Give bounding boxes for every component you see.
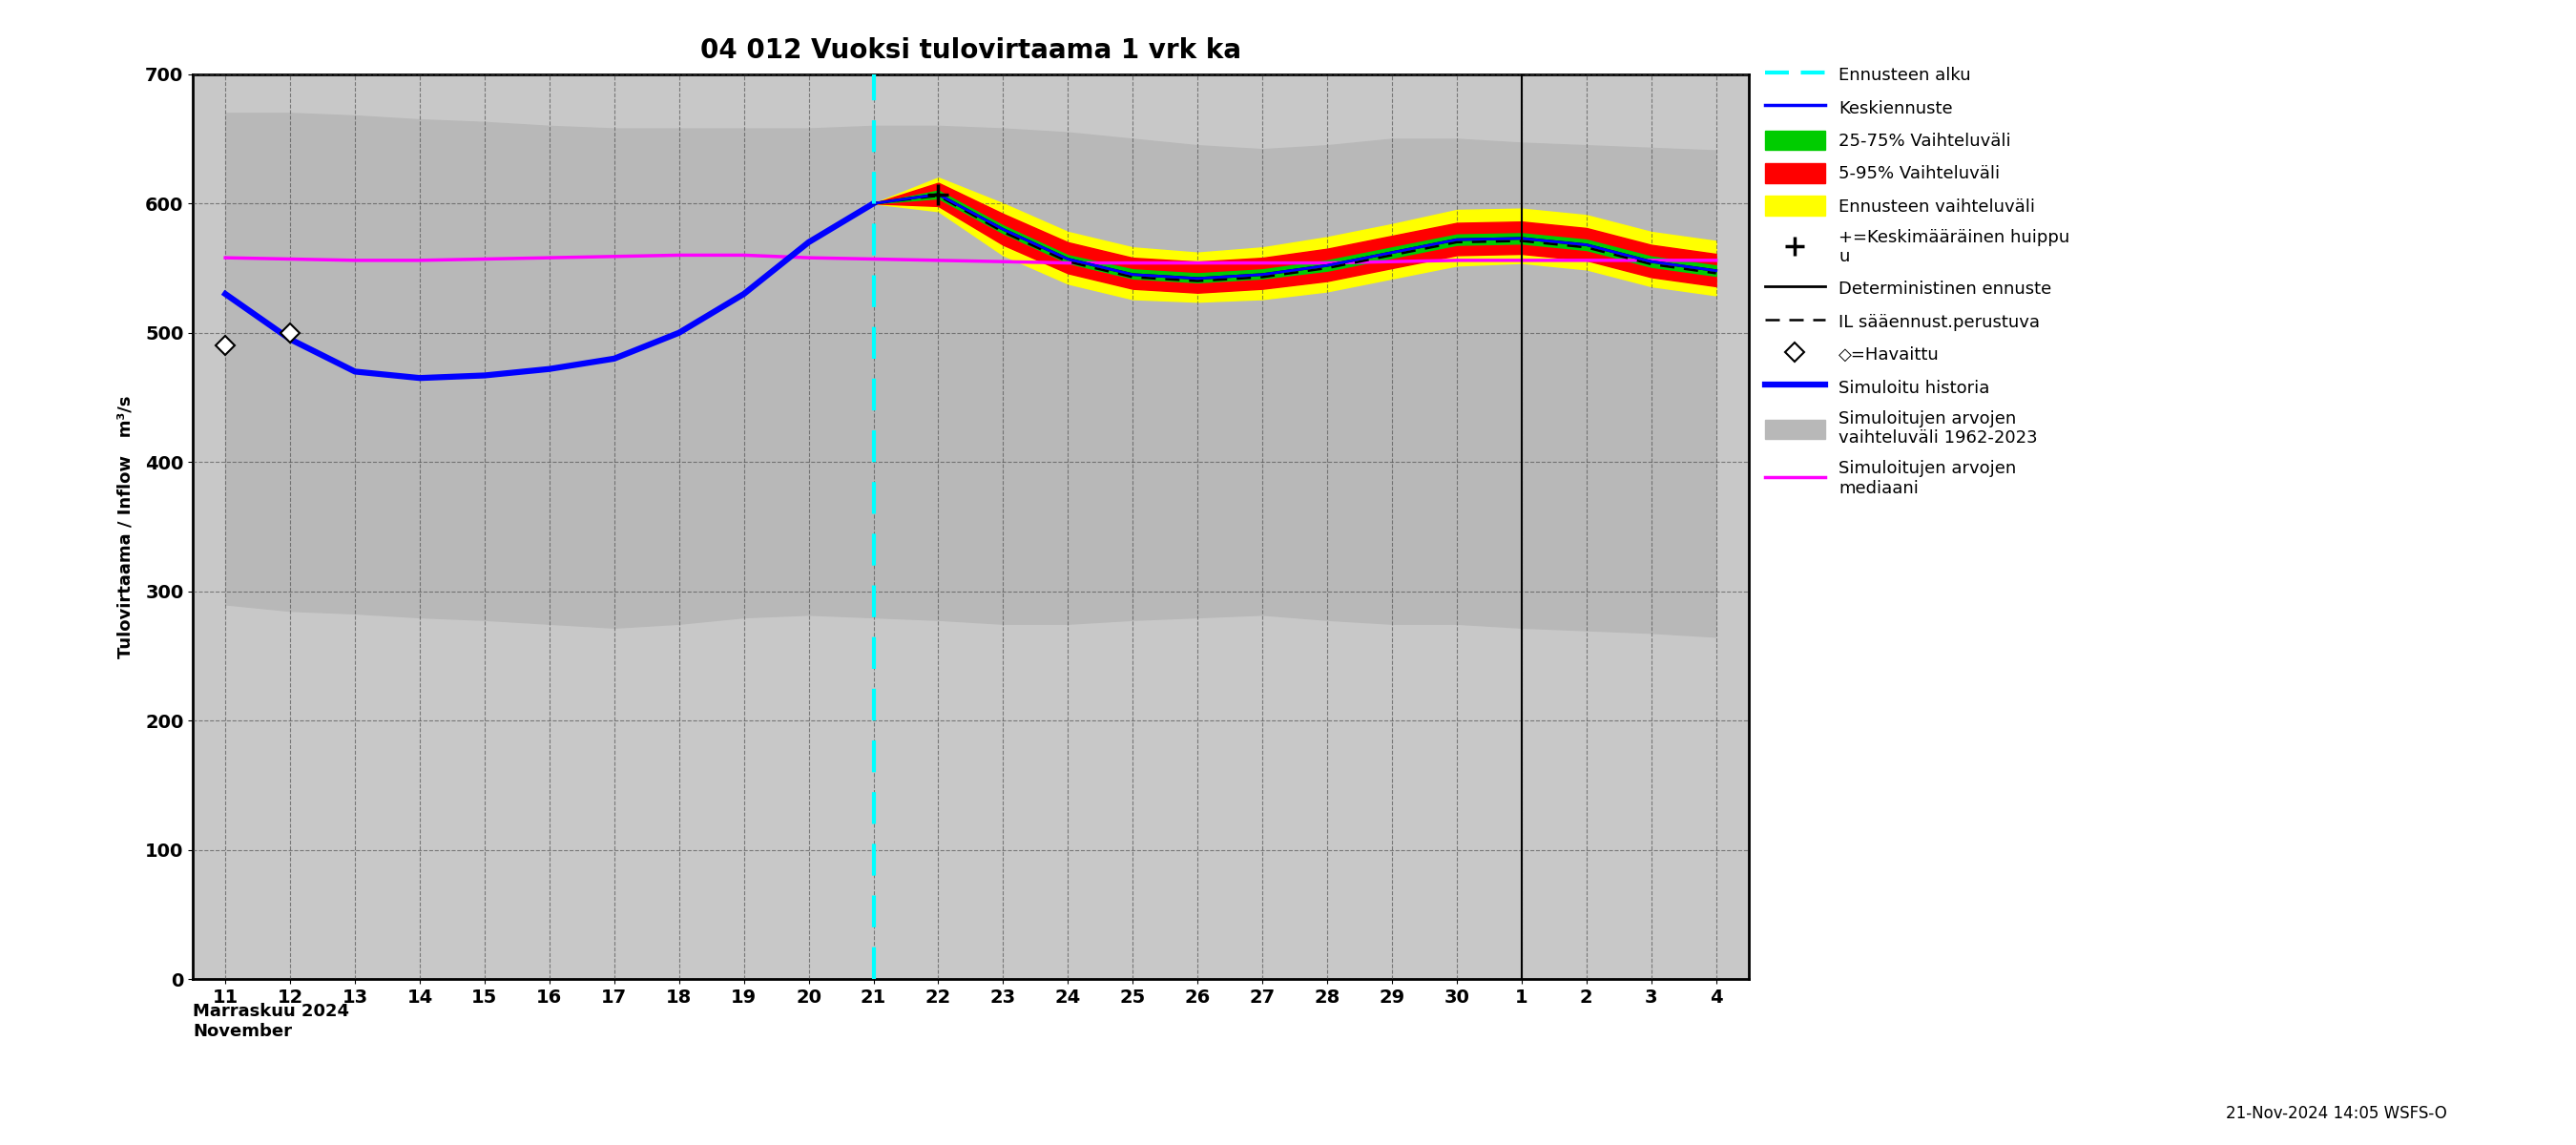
Text: 21-Nov-2024 14:05 WSFS-O: 21-Nov-2024 14:05 WSFS-O [2226, 1105, 2447, 1122]
Title: 04 012 Vuoksi tulovirtaama 1 vrk ka: 04 012 Vuoksi tulovirtaama 1 vrk ka [701, 37, 1242, 64]
Y-axis label: Tulovirtaama / Inflow   m³/s: Tulovirtaama / Inflow m³/s [118, 395, 134, 658]
Text: Marraskuu 2024
November: Marraskuu 2024 November [193, 1003, 350, 1040]
Legend: Ennusteen alku, Keskiennuste, 25-75% Vaihteluväli, 5-95% Vaihteluväli, Ennusteen: Ennusteen alku, Keskiennuste, 25-75% Vai… [1765, 64, 2071, 497]
